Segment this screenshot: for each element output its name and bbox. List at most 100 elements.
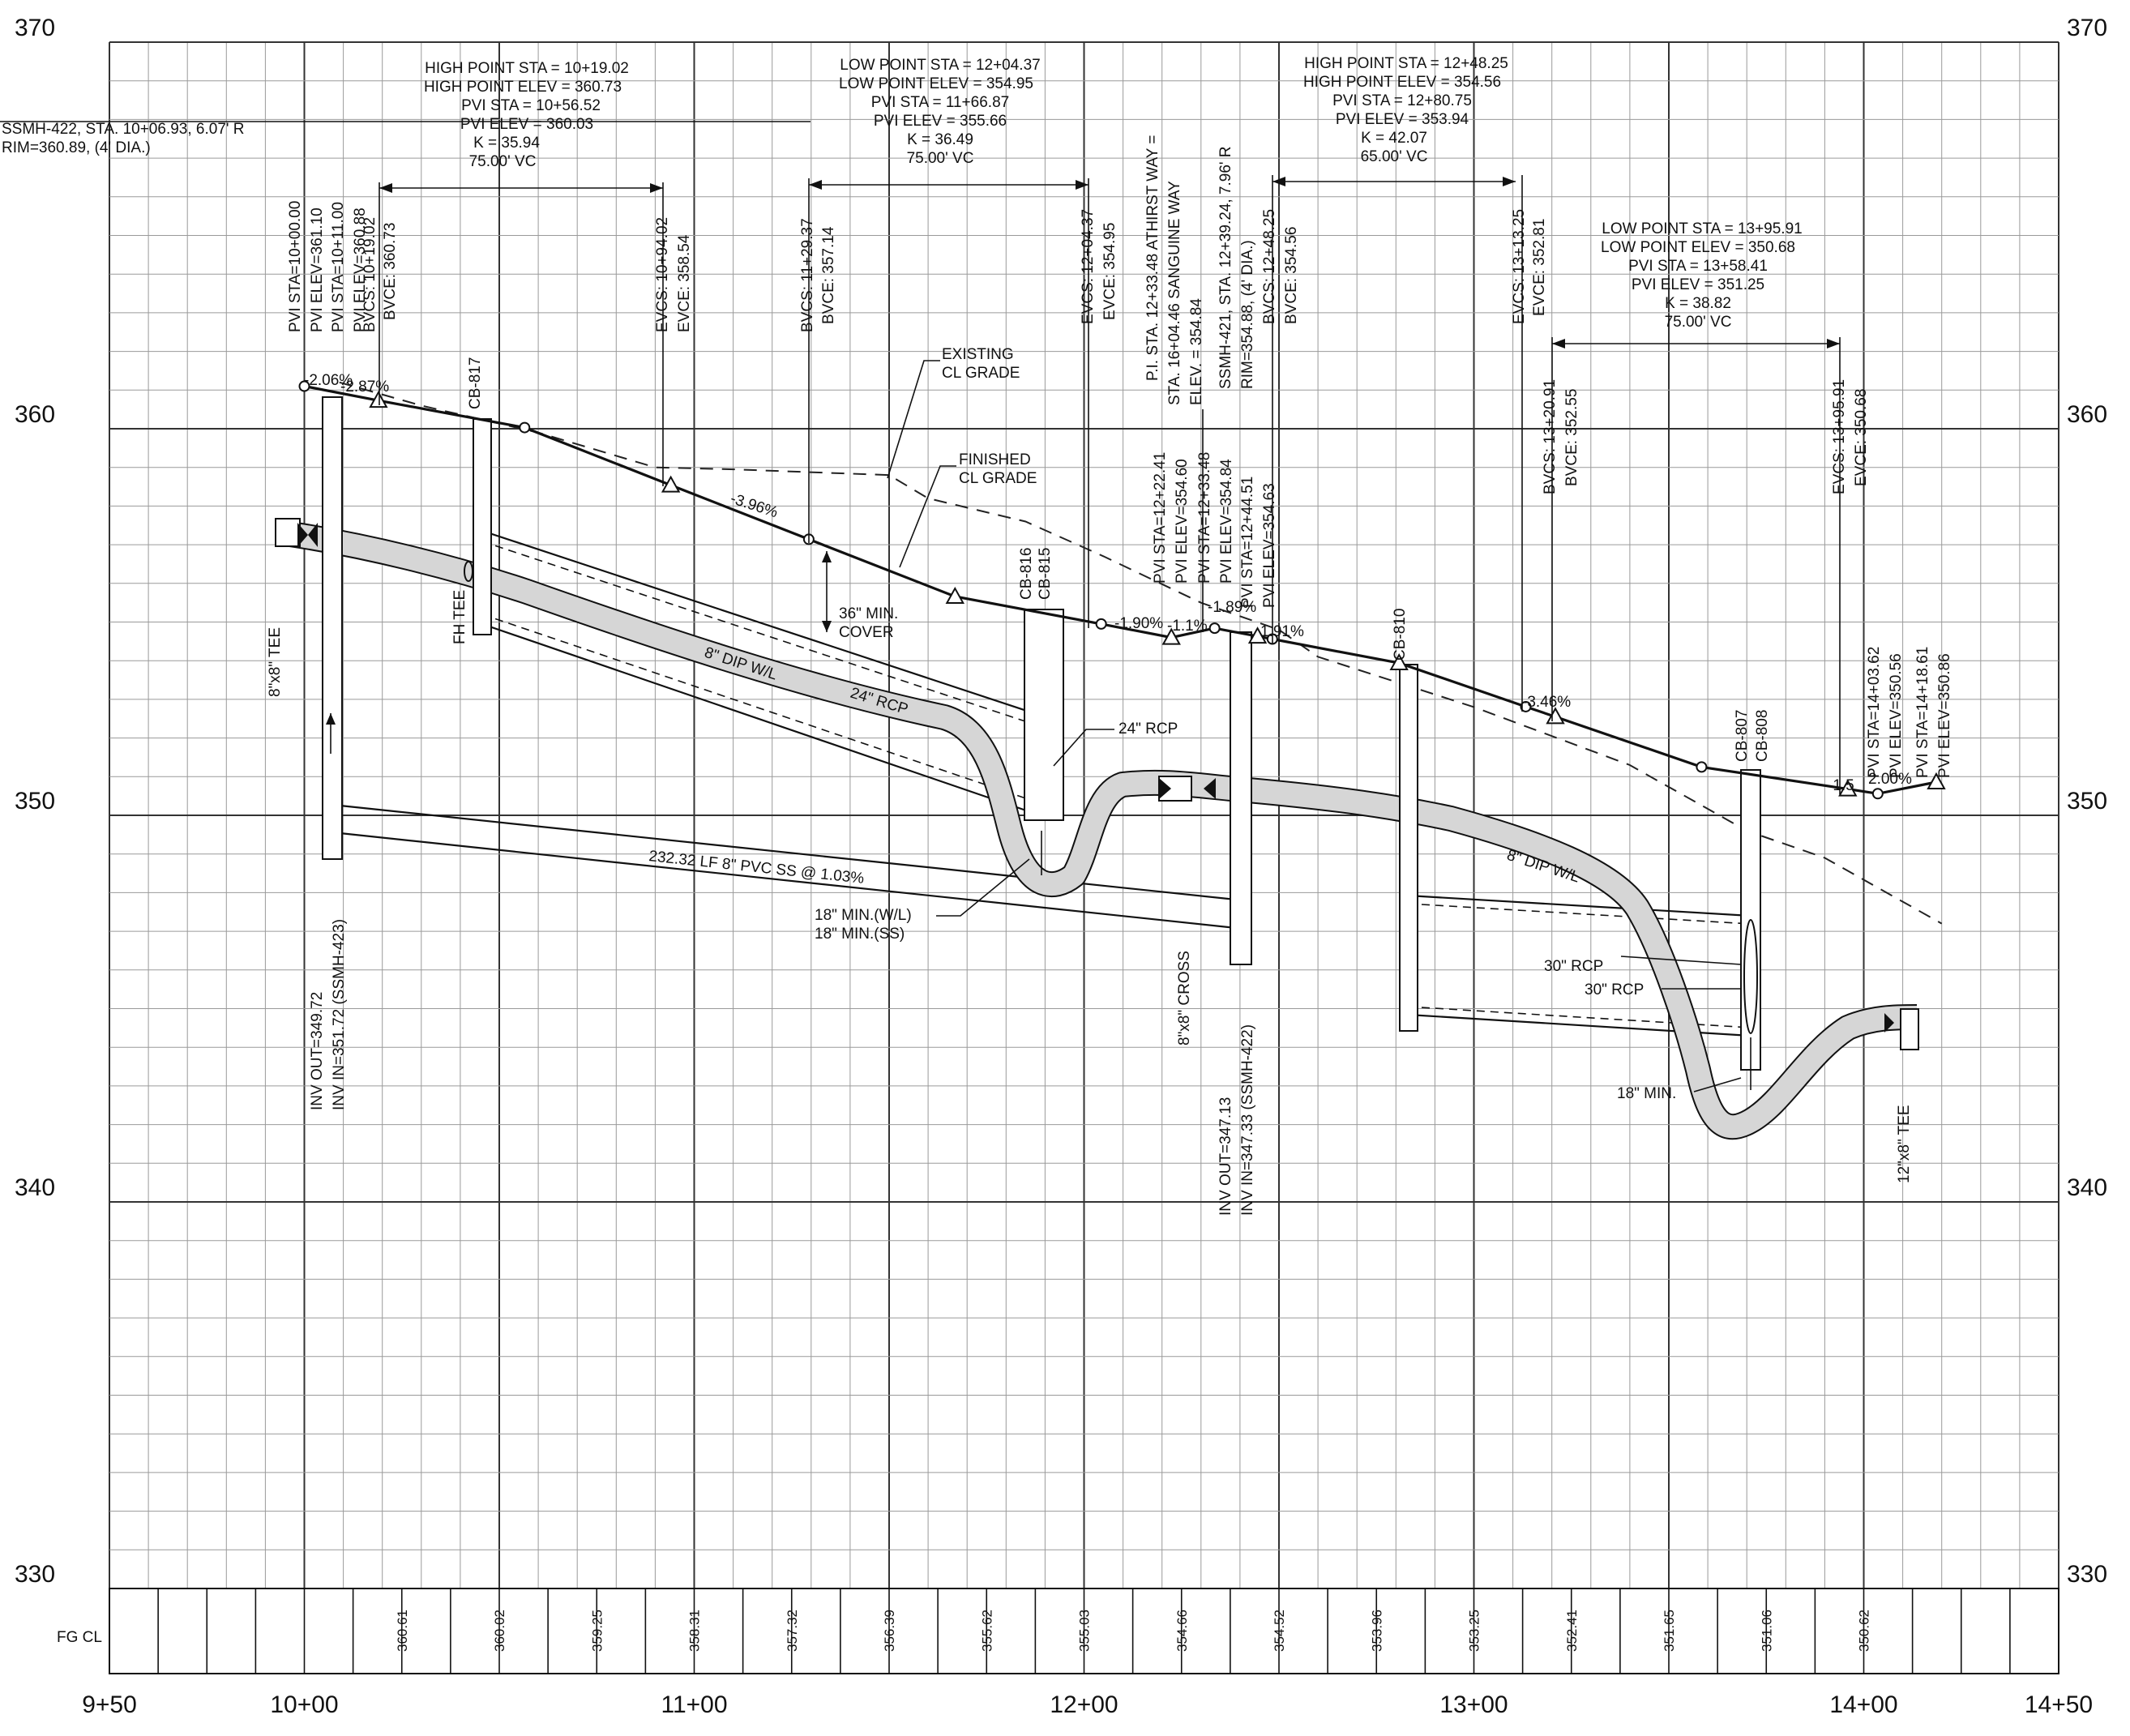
water-line bbox=[275, 518, 1919, 1140]
cb4-line-6: 75.00' VC bbox=[1665, 314, 1732, 331]
evce-4: EVCE: 350.68 bbox=[1853, 389, 1870, 486]
cb2-line-1: LOW POINT STA = 12+04.37 bbox=[840, 57, 1040, 74]
structures bbox=[322, 396, 1761, 1071]
fg-cl-value: 354.66 bbox=[1174, 1610, 1190, 1652]
y-tick-label-right: 350 bbox=[2067, 788, 2107, 815]
pvi-1011-elev: PVI ELEV=360.88 bbox=[352, 207, 369, 332]
min-wl-label: 18" MIN.(W/L) bbox=[815, 907, 912, 924]
bvce-2: BVCE: 357.14 bbox=[820, 226, 837, 324]
fg-cl-value: 358.31 bbox=[687, 1610, 703, 1652]
bvcs-3: BVCS: 12+48.25 bbox=[1261, 209, 1278, 324]
cb-815-label: CB-815 bbox=[1037, 548, 1054, 600]
cb2-line-5: K = 36.49 bbox=[907, 131, 973, 148]
existing-label-2: CL GRADE bbox=[942, 365, 1020, 382]
sewer-pipe bbox=[331, 803, 1237, 930]
fg-cl-value: 359.25 bbox=[589, 1610, 605, 1652]
cb-808-label: CB-808 bbox=[1754, 710, 1771, 762]
x-tick-label: 14+00 bbox=[1829, 1691, 1897, 1718]
cb4-line-4: PVI ELEV = 351.25 bbox=[1632, 276, 1764, 293]
pvi-marker bbox=[369, 391, 388, 408]
x-tick-label: 12+00 bbox=[1050, 1691, 1118, 1718]
vc-point-marker bbox=[1520, 700, 1532, 712]
y-tick-label-right: 330 bbox=[2067, 1561, 2107, 1588]
slope-206: -2.06% bbox=[304, 372, 353, 389]
slope-346: -3.46% bbox=[1522, 694, 1571, 711]
pvi-1403-elev: PVI ELEV=350.56 bbox=[1888, 653, 1905, 778]
fh-tee-label: FH TEE bbox=[451, 590, 468, 644]
ssmh422-line-1: SSMH-422, STA. 10+06.93, 6.07' R bbox=[2, 121, 245, 138]
pvi-markers bbox=[298, 380, 1946, 800]
ssmh422-line-2: RIM=360.89, (4' DIA.) bbox=[2, 139, 151, 156]
existing-label-1: EXISTING bbox=[942, 346, 1014, 363]
y-tick-label-right: 360 bbox=[2067, 401, 2107, 428]
pvi-1011-sta: PVI STA=10+11.00 bbox=[330, 202, 347, 332]
leaders bbox=[0, 121, 1742, 1092]
fg-cl-label: FG CL bbox=[57, 1629, 102, 1646]
fg-cl-value: 357.32 bbox=[785, 1610, 800, 1652]
ssmh421-2: RIM=354.88, (4' DIA.) bbox=[1239, 240, 1256, 389]
pvi-marker bbox=[1546, 707, 1565, 725]
slope-189: -1.89% bbox=[1208, 599, 1256, 616]
inv-ssmh422-in: INV IN=347.33 (SSMH-422) bbox=[1239, 1024, 1256, 1216]
fg-cl-value: 360.61 bbox=[395, 1610, 410, 1652]
vc-point-marker bbox=[1095, 618, 1107, 630]
cb1-line-2: HIGH POINT ELEV = 360.73 bbox=[424, 79, 622, 96]
min-cover-2: COVER bbox=[839, 624, 894, 641]
y-tick-label-right: 340 bbox=[2067, 1174, 2107, 1201]
pvi-marker bbox=[1927, 772, 1946, 789]
fg-cl-value: 353.96 bbox=[1369, 1610, 1384, 1652]
cb4-line-1: LOW POINT STA = 13+95.91 bbox=[1602, 220, 1802, 237]
pvi-marker bbox=[1247, 626, 1268, 644]
ssmh-422 bbox=[1230, 631, 1252, 965]
cb-817 bbox=[473, 418, 492, 635]
fg-cl-value: 352.41 bbox=[1564, 1610, 1580, 1652]
cross-8x8-label: 8"x8" CROSS bbox=[1176, 951, 1193, 1045]
rcp-24-pipe bbox=[481, 529, 1054, 820]
vc-point-marker bbox=[298, 380, 310, 392]
y-tick-label-left: 370 bbox=[15, 15, 55, 41]
rcp24-label-2: 24" RCP bbox=[1118, 720, 1178, 738]
fg-cl-value: 351.65 bbox=[1662, 1610, 1677, 1652]
cb-817-label: CB-817 bbox=[467, 357, 484, 409]
pvi-marker bbox=[1838, 779, 1858, 797]
pvi-1418-sta: PVI STA=14+18.61 bbox=[1914, 647, 1931, 778]
existing-grade-line bbox=[339, 381, 1943, 925]
slope-15: -1.5 bbox=[1828, 777, 1854, 794]
y-tick-label-left: 350 bbox=[15, 788, 55, 815]
bvce-3: BVCE: 354.56 bbox=[1283, 227, 1300, 324]
pvi-1233-sta: PVI STA=12+33.48 bbox=[1196, 452, 1213, 584]
bvce-1: BVCE: 360.73 bbox=[382, 223, 399, 320]
cb2-line-6: 75.00' VC bbox=[907, 150, 974, 167]
vc-brackets bbox=[326, 175, 1841, 1090]
fg-cl-row: 360.61 360.02 359.25 358.31 357.32 356.39 355.… bbox=[109, 1588, 2059, 1674]
cb3-line-1: HIGH POINT STA = 12+48.25 bbox=[1304, 55, 1508, 72]
slope-190: -1.90% bbox=[1114, 615, 1163, 632]
pi-athirst-3: ELEV. = 354.84 bbox=[1188, 298, 1205, 405]
x-tick-label: 9+50 bbox=[82, 1691, 137, 1718]
fg-cl-value: 355.03 bbox=[1077, 1610, 1093, 1652]
fg-cl-value: 355.62 bbox=[979, 1610, 994, 1652]
x-tick-label: 10+00 bbox=[270, 1691, 338, 1718]
finished-label-2: CL GRADE bbox=[959, 470, 1037, 487]
inv-ssmh423-in: INV IN=351.72 (SSMH-423) bbox=[331, 919, 348, 1110]
evcs-1: EVCS: 10+94.02 bbox=[654, 217, 671, 332]
pvi-1222-sta: PVI STA=12+22.41 bbox=[1152, 452, 1169, 584]
cb1-line-1: HIGH POINT STA = 10+19.02 bbox=[425, 60, 629, 77]
cb-816-label: CB-816 bbox=[1018, 548, 1035, 600]
slope-191: 1.91% bbox=[1260, 623, 1304, 640]
pvi-1000-elev: PVI ELEV=361.10 bbox=[309, 207, 326, 332]
grid bbox=[109, 41, 2059, 1589]
y-tick-label-left: 330 bbox=[15, 1561, 55, 1588]
pvi-marker bbox=[1389, 653, 1409, 671]
cb3-line-3: PVI STA = 12+80.75 bbox=[1332, 92, 1472, 109]
cb3-line-6: 65.00' VC bbox=[1361, 148, 1428, 165]
cb1-line-6: 75.00' VC bbox=[469, 153, 537, 170]
y-tick-label-left: 340 bbox=[15, 1174, 55, 1201]
pvi-1000-sta: PVI STA=10+00.00 bbox=[287, 201, 304, 332]
curve-block-2: LOW POINT STA = 12+04.37 LOW POINT ELEV … bbox=[839, 57, 1041, 167]
cb1-line-4: PVI ELEV = 360.03 bbox=[460, 116, 593, 133]
y-tick-label-right: 370 bbox=[2067, 15, 2107, 41]
bvce-4: BVCE: 352.55 bbox=[1563, 389, 1580, 486]
vc-point-marker bbox=[1208, 622, 1221, 635]
vc-point-marker bbox=[519, 421, 531, 434]
